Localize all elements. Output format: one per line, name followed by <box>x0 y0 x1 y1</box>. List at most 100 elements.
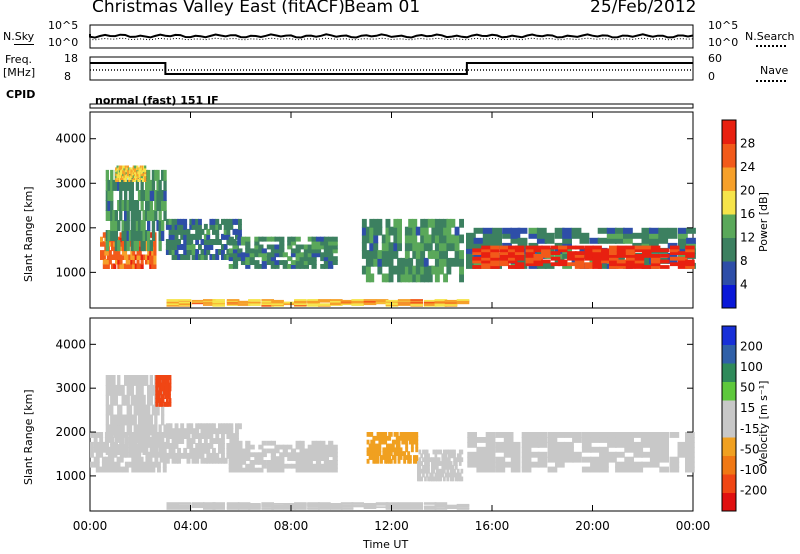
velocity-cell <box>151 384 156 396</box>
power-cell <box>315 240 322 246</box>
velocity-cell <box>249 467 255 473</box>
power-cell <box>393 242 399 252</box>
velocity-cell <box>206 433 211 439</box>
velocity-cell <box>198 443 202 449</box>
power-cell <box>650 265 661 269</box>
power-cell <box>115 167 118 171</box>
power-cell <box>625 259 636 264</box>
power-cell <box>623 227 633 234</box>
velocity-cell <box>110 424 114 436</box>
velocity-cell <box>640 441 651 448</box>
velocity-cell <box>420 476 423 482</box>
power-cell <box>287 256 293 262</box>
velocity-cell <box>382 435 386 441</box>
velocity-cell <box>564 446 574 453</box>
velocity-cell <box>529 451 540 458</box>
velocity-cell <box>408 435 412 441</box>
velocity-cell <box>351 502 364 504</box>
velocity-cell <box>191 502 205 504</box>
power-cell <box>328 244 334 250</box>
power-cell <box>133 179 137 182</box>
velocity-cell <box>380 455 383 460</box>
velocity-cell <box>382 455 386 460</box>
velocity-cell <box>458 449 462 455</box>
power-cell <box>177 228 181 235</box>
velocity-cell <box>232 460 239 465</box>
power-cell <box>328 248 334 254</box>
velocity-cell <box>149 414 153 426</box>
velocity-cell <box>171 447 176 454</box>
velocity-cell <box>203 457 208 464</box>
power-cell <box>106 250 110 256</box>
velocity-cell <box>133 434 137 446</box>
power-cell <box>377 250 383 259</box>
power-cell <box>592 265 602 269</box>
power-cell <box>165 223 170 230</box>
power-cell <box>124 250 128 256</box>
power-cell <box>634 245 645 250</box>
velocity-cell <box>455 461 458 466</box>
velocity-cell <box>131 461 136 468</box>
velocity-cell <box>228 448 234 454</box>
velocity-cell <box>640 432 651 438</box>
power-cell <box>232 228 237 235</box>
velocity-cell <box>374 443 378 449</box>
power-cell <box>650 259 661 264</box>
power-cell <box>111 254 115 260</box>
velocity-cell <box>128 451 133 458</box>
velocity-cell <box>437 476 441 482</box>
velocity-cell <box>110 434 114 446</box>
velocity-cell <box>110 384 114 396</box>
power-cell <box>514 245 525 250</box>
power-cell <box>226 299 240 301</box>
velocity-cell <box>659 432 669 438</box>
cpid-frame <box>89 103 694 109</box>
velocity-cell <box>422 449 425 455</box>
velocity-cell <box>615 441 625 448</box>
power-cell <box>132 177 135 180</box>
velocity-cell <box>93 437 98 443</box>
power-cell <box>154 190 158 201</box>
power-cell <box>141 165 145 169</box>
power-colorbar-band <box>722 284 736 309</box>
velocity-cell <box>378 447 382 453</box>
power-cell <box>508 265 518 269</box>
velocity-cell <box>195 447 200 454</box>
velocity-cell <box>323 467 329 473</box>
power-cell <box>332 248 338 254</box>
power-cell <box>649 232 659 239</box>
velocity-cell <box>130 414 134 426</box>
power-cell <box>584 256 594 261</box>
velocity-cell <box>183 452 188 459</box>
power-cell <box>125 259 129 265</box>
velocity-cell <box>427 468 430 474</box>
power-cell <box>248 299 261 301</box>
power-cell <box>456 299 470 301</box>
power-cell <box>232 264 239 269</box>
velocity-cell <box>218 428 222 435</box>
power-cell <box>183 254 188 260</box>
power-cell <box>168 249 173 255</box>
power-cell <box>140 240 144 252</box>
velocity-cell <box>389 432 393 437</box>
power-cell <box>258 236 264 242</box>
power-cell <box>212 239 216 245</box>
velocity-cell <box>476 466 487 473</box>
velocity-cell <box>418 461 422 466</box>
power-cell <box>128 254 132 260</box>
velocity-cell <box>180 438 185 444</box>
xtick-label: 08:00 <box>274 519 309 533</box>
velocity-cell <box>299 463 305 469</box>
power-cell <box>126 179 130 191</box>
velocity-cell <box>405 439 409 445</box>
velocity-cell <box>165 433 170 439</box>
velocity-cell <box>168 382 171 388</box>
velocity-cell <box>142 394 146 406</box>
power-cell <box>323 264 329 269</box>
velocity-cell <box>425 468 429 474</box>
power-cell <box>328 256 334 262</box>
velocity-cell <box>429 472 432 478</box>
power-cell <box>121 200 125 211</box>
power-cell <box>420 265 426 275</box>
velocity-cell <box>443 449 446 455</box>
